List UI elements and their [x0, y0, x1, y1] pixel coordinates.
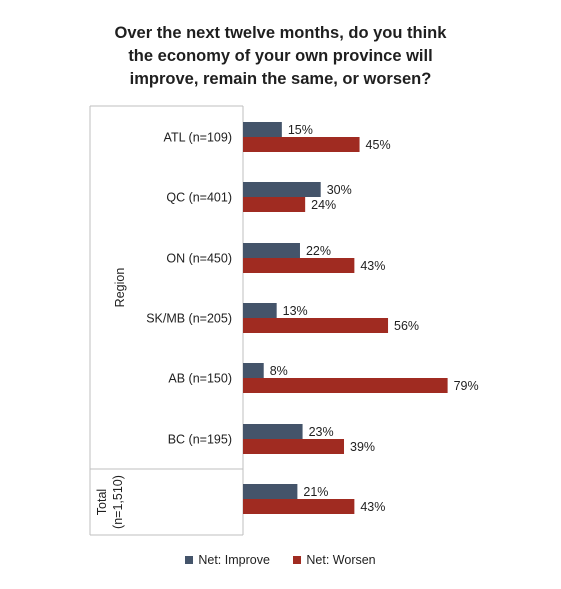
group-label-total-n: (n=1,510): [111, 475, 125, 529]
value-label-worsen: 24%: [311, 198, 336, 212]
chart-title-line-1: Over the next twelve months, do you thin…: [114, 24, 447, 42]
group-label-region: Region: [113, 268, 127, 308]
category-label: AB (n=150): [168, 372, 232, 386]
category-label: ON (n=450): [166, 252, 232, 266]
legend-label-improve: Net: Improve: [198, 553, 270, 567]
bar-worsen: [243, 378, 448, 393]
legend-swatch-worsen: [293, 556, 302, 564]
bar-improve: [243, 182, 321, 197]
value-label-improve: 21%: [303, 485, 328, 499]
bar-worsen: [243, 258, 355, 273]
value-label-worsen: 45%: [366, 138, 391, 152]
chart-title: Over the next twelve months, do you thin…: [0, 22, 561, 91]
category-label: QC (n=401): [166, 191, 232, 205]
bar-improve: [243, 122, 282, 137]
legend: Net: Improve Net: Worsen: [0, 553, 561, 567]
value-label-worsen: 79%: [454, 379, 479, 393]
category-label: SK/MB (n=205): [146, 312, 232, 326]
value-label-worsen: 56%: [394, 319, 419, 333]
value-label-improve: 30%: [327, 183, 352, 197]
legend-label-worsen: Net: Worsen: [306, 553, 376, 567]
chart-title-line-3: improve, remain the same, or worsen?: [129, 70, 432, 88]
legend-swatch-improve: [185, 556, 194, 564]
value-label-improve: 23%: [309, 425, 334, 439]
bar-worsen: [243, 439, 345, 454]
bar-worsen: [243, 137, 360, 152]
bar-improve: [243, 243, 300, 258]
bar-worsen: [243, 197, 306, 212]
category-label: BC (n=195): [168, 433, 232, 447]
category-label: ATL (n=109): [164, 131, 232, 145]
bar-improve: [243, 484, 298, 499]
bar-improve: [243, 303, 277, 318]
bar-improve: [243, 424, 303, 439]
group-label-total: Total: [95, 489, 109, 515]
value-label-improve: 22%: [306, 244, 331, 258]
legend-item-improve: Net: Improve: [185, 553, 270, 567]
bar-improve: [243, 363, 264, 378]
bar-worsen: [243, 318, 389, 333]
value-label-worsen: 43%: [360, 259, 385, 273]
value-label-improve: 13%: [283, 304, 308, 318]
value-label-improve: 15%: [288, 123, 313, 137]
chart-title-line-2: the economy of your own province will: [128, 47, 433, 65]
value-label-worsen: 43%: [360, 500, 385, 514]
bar-worsen: [243, 499, 355, 514]
value-label-worsen: 39%: [350, 440, 375, 454]
value-label-improve: 8%: [270, 364, 288, 378]
legend-item-worsen: Net: Worsen: [293, 553, 376, 567]
